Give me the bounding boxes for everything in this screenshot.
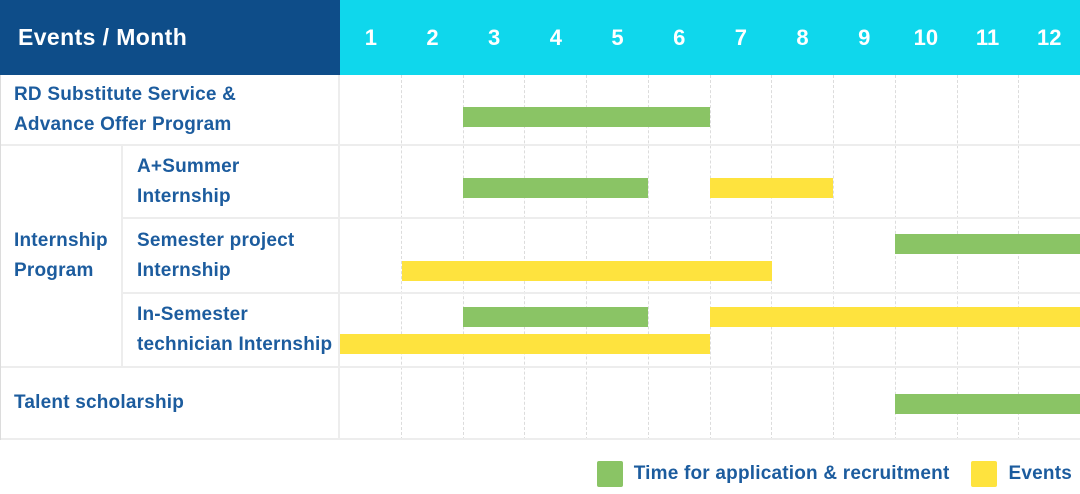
header-title: Events / Month xyxy=(0,0,340,75)
table-left-border xyxy=(0,75,1,440)
row-label-line: A+Summer xyxy=(137,155,240,177)
month-gridline-column xyxy=(709,75,772,440)
group-label-line: Program xyxy=(14,260,94,281)
gantt-bar-yellow xyxy=(401,261,772,281)
table-body: RD Substitute Service & Advance Offer Pr… xyxy=(0,75,1080,440)
row-label-line: Advance Offer Program xyxy=(14,113,232,135)
row-label-semester-project-internship: Semester project Internship xyxy=(123,219,340,292)
month-gridline-column xyxy=(462,75,525,440)
month-gridline-column xyxy=(1018,75,1080,440)
legend-item-events: Events xyxy=(971,461,1072,487)
row-chart-area xyxy=(340,75,1080,144)
month-header-cell: 2 xyxy=(426,24,439,50)
month-header-cell: 7 xyxy=(734,24,747,50)
gantt-bar-yellow xyxy=(340,334,710,354)
row-chart-area xyxy=(340,146,1080,217)
table-row: In-Semester technician Internship xyxy=(0,294,1080,368)
month-header-cell: 9 xyxy=(858,24,871,50)
month-header-cell: 3 xyxy=(488,24,501,50)
row-label-a-plus-summer-internship: A+Summer Internship xyxy=(123,146,340,217)
month-header: 1 2 3 4 5 6 7 8 9 10 11 12 xyxy=(340,0,1080,75)
table-row: Semester project Internship xyxy=(0,219,1080,294)
month-gridline-column xyxy=(647,75,710,440)
month-gridline-column xyxy=(771,75,833,440)
month-header-cell: 5 xyxy=(611,24,624,50)
table-header-row: Events / Month 1 2 3 4 5 6 7 8 9 10 11 12 xyxy=(0,0,1080,75)
month-header-cell: 12 xyxy=(1036,24,1062,50)
legend-item-application-recruitment: Time for application & recruitment xyxy=(596,461,950,487)
month-header-cell: 1 xyxy=(364,24,377,50)
month-gridline-column xyxy=(833,75,895,440)
row-label-talent-scholarship: Talent scholarship xyxy=(0,368,340,438)
row-label-line: technician Internship xyxy=(137,334,333,355)
row-chart-area xyxy=(340,368,1080,438)
month-gridline-column xyxy=(894,75,957,440)
group-label-line: Internship xyxy=(14,230,108,251)
row-label-line: Internship xyxy=(137,259,231,281)
month-gridlines xyxy=(340,75,1080,440)
gantt-bar-green xyxy=(895,394,1080,414)
month-header-cell: 8 xyxy=(796,24,809,50)
row-label-line: Internship xyxy=(137,185,231,207)
row-label-line: RD Substitute Service & xyxy=(14,83,237,105)
gantt-bar-green xyxy=(895,234,1080,254)
row-label-line: Talent scholarship xyxy=(14,392,185,413)
legend-swatch-green xyxy=(596,461,623,487)
legend: Time for application & recruitment Event… xyxy=(596,461,1072,487)
month-header-cell: 4 xyxy=(549,24,562,50)
group-label-internship-program: Internship Program xyxy=(0,146,123,366)
legend-label: Events xyxy=(1008,463,1072,484)
gantt-table: Events / Month 1 2 3 4 5 6 7 8 9 10 11 12 RD Substi… xyxy=(0,0,1080,440)
table-row: Talent scholarship xyxy=(0,368,1080,440)
row-label-line: Semester project xyxy=(137,229,295,251)
month-gridline-column xyxy=(956,75,1019,440)
month-gridline-column xyxy=(586,75,648,440)
month-gridline-column xyxy=(524,75,586,440)
month-header-cell: 10 xyxy=(913,24,939,50)
gantt-bar-green xyxy=(463,307,649,327)
gantt-bar-yellow xyxy=(710,178,834,198)
row-chart-area xyxy=(340,294,1080,366)
row-label-in-semester-technician-internship: In-Semester technician Internship xyxy=(123,294,340,366)
table-row: RD Substitute Service & Advance Offer Pr… xyxy=(0,75,1080,146)
table-row: A+Summer Internship xyxy=(0,146,1080,219)
gantt-bar-yellow xyxy=(710,307,1080,327)
row-label-rd-substitute-service: RD Substitute Service & Advance Offer Pr… xyxy=(0,75,340,144)
row-chart-area xyxy=(340,219,1080,292)
month-gridline-column xyxy=(400,75,463,440)
month-header-cell: 6 xyxy=(673,24,686,50)
month-header-cell: 11 xyxy=(975,24,1000,50)
gantt-bar-green xyxy=(463,178,649,198)
legend-swatch-yellow xyxy=(971,461,998,487)
gantt-bar-green xyxy=(463,107,710,127)
row-label-line: In-Semester xyxy=(137,304,248,325)
legend-label: Time for application & recruitment xyxy=(633,463,950,484)
